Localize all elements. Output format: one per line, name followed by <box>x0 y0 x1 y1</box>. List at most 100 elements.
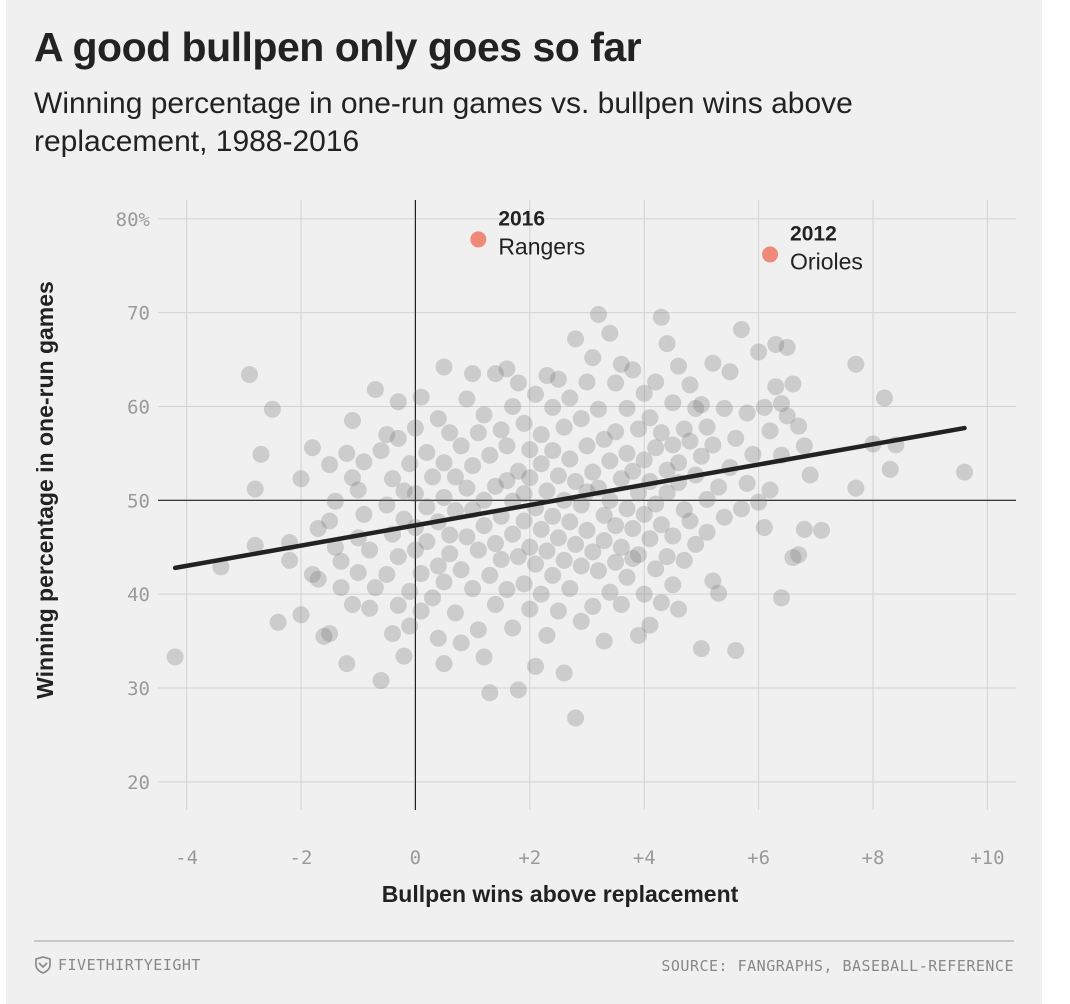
data-point <box>343 595 361 613</box>
data-point <box>252 445 270 463</box>
data-point <box>847 479 865 497</box>
data-point <box>406 485 424 503</box>
fivethirtyeight-logo-icon <box>35 956 51 974</box>
data-point <box>652 594 670 612</box>
data-point <box>652 516 670 534</box>
data-point <box>332 552 350 570</box>
data-point <box>343 469 361 487</box>
data-point <box>549 467 567 485</box>
data-point <box>532 426 550 444</box>
data-point <box>498 437 516 455</box>
data-point <box>527 385 545 403</box>
data-point <box>401 455 419 473</box>
data-point <box>761 422 779 440</box>
data-point <box>589 400 607 418</box>
data-point <box>481 446 499 464</box>
data-point <box>744 445 762 463</box>
data-point <box>778 407 796 425</box>
data-point <box>315 627 333 645</box>
data-point <box>418 498 436 516</box>
data-point <box>366 579 384 597</box>
y-tick-label: 70 <box>127 303 150 325</box>
data-point <box>412 388 430 406</box>
data-point <box>435 358 453 376</box>
data-point <box>406 541 424 559</box>
source-note: SOURCE: FANGRAPHS, BASEBALL-REFERENCE <box>661 957 1014 975</box>
data-point <box>321 512 339 530</box>
data-point <box>612 595 630 613</box>
data-point <box>338 655 356 673</box>
data-point <box>647 560 665 578</box>
highlight-year-label: 2016 <box>498 207 545 230</box>
data-point <box>515 485 533 503</box>
data-point <box>589 305 607 323</box>
data-point <box>567 535 585 553</box>
data-point <box>612 470 630 488</box>
data-point <box>601 583 619 601</box>
data-point <box>372 442 390 460</box>
data-point <box>561 580 579 598</box>
data-point <box>538 542 556 560</box>
data-point <box>515 414 533 432</box>
data-point <box>549 370 567 388</box>
data-point <box>612 355 630 373</box>
data-point <box>452 634 470 652</box>
data-point <box>767 378 785 396</box>
data-point <box>555 551 573 569</box>
x-tick-label: 0 <box>410 847 421 869</box>
data-point <box>675 501 693 519</box>
data-point <box>544 442 562 460</box>
data-point <box>378 496 396 514</box>
data-point <box>326 538 344 556</box>
data-point <box>401 617 419 635</box>
data-point <box>641 616 659 634</box>
data-point <box>544 398 562 416</box>
data-point <box>618 399 636 417</box>
data-point <box>567 709 585 727</box>
data-point <box>790 546 808 564</box>
y-tick-label: 20 <box>127 772 150 794</box>
data-point <box>401 582 419 600</box>
data-point <box>475 517 493 535</box>
data-point <box>372 671 390 689</box>
data-point <box>475 491 493 509</box>
data-point <box>321 456 339 474</box>
data-point <box>572 496 590 514</box>
data-point <box>395 510 413 528</box>
highlight-team-label: Orioles <box>790 248 863 274</box>
data-point <box>469 621 487 639</box>
data-point <box>521 441 539 459</box>
data-point <box>687 535 705 553</box>
data-point <box>452 561 470 579</box>
data-point <box>263 400 281 418</box>
data-point <box>567 330 585 348</box>
data-point <box>486 595 504 613</box>
data-point <box>847 355 865 373</box>
data-point <box>441 526 459 544</box>
chart-subtitle: Winning percentage in one-run games vs. … <box>34 87 853 158</box>
data-point <box>469 424 487 442</box>
data-point <box>647 439 665 457</box>
data-point <box>721 363 739 381</box>
data-point <box>681 512 699 530</box>
highlight-year-label: 2012 <box>790 222 837 245</box>
data-point <box>532 520 550 538</box>
data-point <box>292 606 310 624</box>
x-tick-label: -2 <box>290 847 313 869</box>
data-point <box>715 508 733 526</box>
data-point <box>538 626 556 644</box>
data-point <box>486 365 504 383</box>
data-point <box>664 576 682 594</box>
highlight-team-label: Rangers <box>498 233 585 259</box>
data-point <box>389 548 407 566</box>
data-point <box>464 580 482 598</box>
data-point <box>801 466 819 484</box>
data-point <box>652 424 670 442</box>
data-point <box>395 647 413 665</box>
data-point <box>755 398 773 416</box>
data-point <box>378 426 396 444</box>
data-point <box>687 399 705 417</box>
data-point <box>532 455 550 473</box>
data-point <box>418 443 436 461</box>
data-point <box>578 437 596 455</box>
